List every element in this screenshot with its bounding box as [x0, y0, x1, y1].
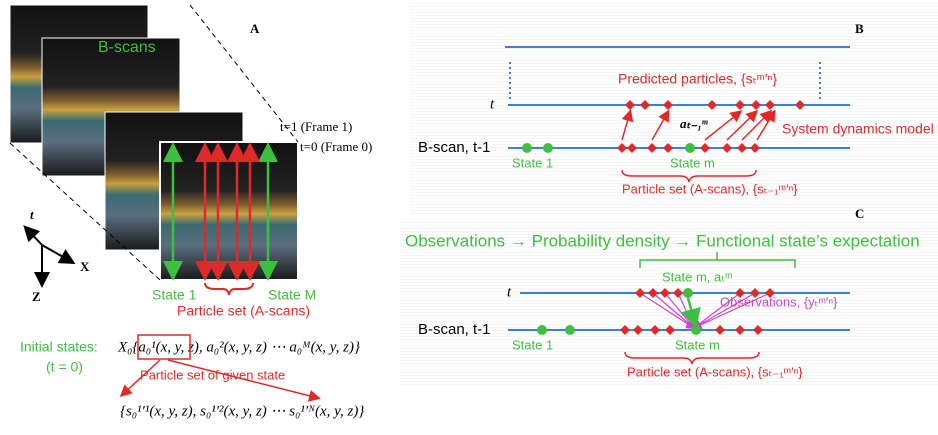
particle-set-label: Particle set (A-scans): [177, 303, 310, 319]
oct-image: [160, 142, 298, 280]
brace: [205, 283, 253, 295]
formula: {s₀¹′¹(x, y, z), s₀¹′²(x, y, z) ⋯ s₀¹′ᴺ(…: [120, 403, 364, 419]
dynamics-label: System dynamics model: [782, 121, 934, 137]
a-label: aₜ₋₁ᵐ: [680, 116, 708, 131]
state-label: State 1: [512, 155, 553, 170]
given-state-label: Particle set of given state: [140, 367, 285, 382]
frame-label: t=1 (Frame 1): [280, 119, 352, 134]
figure: B-scans A t=1 (Frame 1) t=0 (Frame 0) t …: [0, 0, 938, 435]
state-dot: [683, 288, 693, 298]
state-dot: [522, 143, 532, 153]
panel-label: B: [855, 21, 864, 36]
formula: X₀{a₀¹(x, y, z), a₀²(x, y, z) ⋯ a₀ᴹ(x, y…: [117, 339, 360, 355]
frame-label: t=0 (Frame 0): [300, 139, 372, 154]
state-label: State m: [675, 337, 720, 352]
state-dot: [691, 325, 701, 335]
axis-label: t: [30, 207, 34, 222]
panel-b: B Predicted particles, {sₜᵐ′ⁿ} t System …: [410, 2, 938, 214]
predicted-label: Predicted particles, {sₜᵐ′ⁿ}: [618, 71, 777, 87]
panel-c: C Observations → Probability density → F…: [400, 206, 938, 386]
state-label: State m, aₜᵐ: [662, 269, 733, 284]
headline: Observations → Probability density → Fun…: [405, 231, 920, 250]
particle-set-label: Particle set (A-scans), {sₜ₋₁ᵐ′ⁿ}: [622, 181, 798, 196]
observations-label: Observations, {yₜᵐ′ⁿ}: [720, 294, 838, 309]
panel-label: C: [855, 206, 864, 221]
panel-label: A: [250, 21, 260, 36]
t-zero-label: (t = 0): [46, 359, 83, 375]
axis-arrow: [26, 228, 42, 245]
state-dot: [685, 143, 695, 153]
state-dot: [543, 143, 553, 153]
bscans-label: B-scans: [98, 39, 156, 56]
bscan-label: B-scan, t-1: [418, 321, 491, 338]
axis-label: X: [80, 259, 90, 274]
state-label: State 1: [512, 337, 553, 352]
bscan-label: B-scan, t-1: [418, 139, 491, 156]
state-dot: [565, 325, 575, 335]
state-label: State m: [670, 155, 715, 170]
axis-label: Z: [32, 289, 41, 304]
state-label: State M: [268, 287, 316, 303]
axis-arrow: [42, 245, 72, 262]
initial-states-label: Initial states:: [20, 339, 98, 355]
state-dot: [537, 325, 547, 335]
panel-a: B-scans A t=1 (Frame 1) t=0 (Frame 0) t …: [10, 5, 372, 419]
particle-set-label: Particle set (A-scans), {sₜ₋₁ᵐ′ⁿ}: [627, 364, 803, 379]
state-label: State 1: [152, 287, 197, 303]
